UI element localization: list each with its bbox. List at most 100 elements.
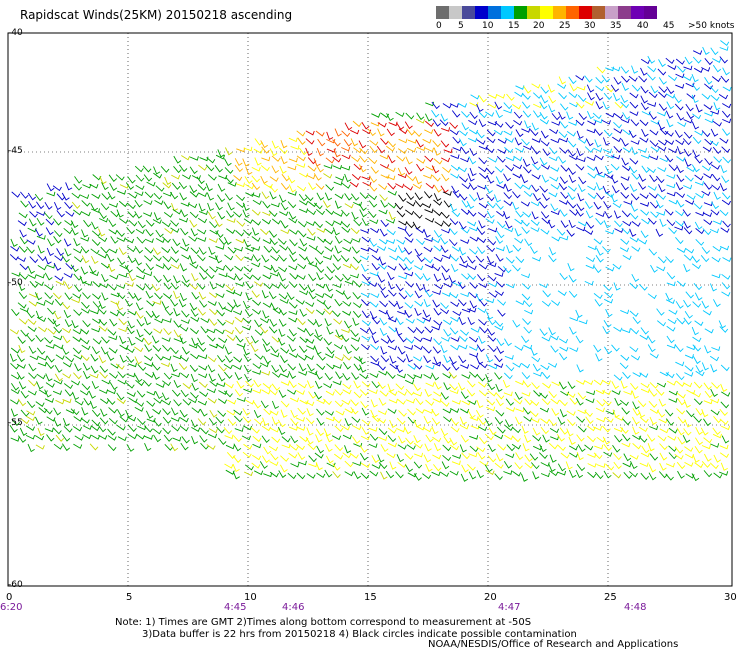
- wind-barb: [387, 289, 397, 297]
- wind-barb: [431, 174, 441, 182]
- wind-barb: [721, 146, 731, 153]
- wind-barb: [135, 184, 145, 191]
- wind-barb: [369, 311, 378, 320]
- wind-barb: [101, 336, 110, 344]
- wind-barb: [162, 255, 172, 263]
- wind-barb: [278, 266, 288, 273]
- wind-barb: [28, 372, 37, 380]
- wind-barb: [413, 373, 423, 379]
- wind-barb: [89, 183, 99, 189]
- wind-barb: [676, 247, 687, 253]
- wind-barb: [17, 302, 27, 309]
- wind-barb: [704, 118, 714, 124]
- wind-barb: [214, 255, 223, 264]
- wind-barb: [323, 308, 333, 315]
- wind-barb: [218, 364, 227, 372]
- wind-barb: [270, 345, 279, 354]
- wind-barb: [459, 444, 467, 453]
- wind-barb: [243, 443, 253, 450]
- wind-barb: [98, 434, 108, 440]
- scale-swatch-13: [605, 6, 618, 19]
- wind-barb: [397, 148, 407, 154]
- wind-barb: [109, 372, 119, 379]
- wind-barb: [540, 164, 551, 170]
- wind-barb: [316, 148, 324, 157]
- wind-barb: [334, 275, 344, 282]
- wind-barb: [279, 165, 287, 174]
- wind-barb: [380, 219, 389, 228]
- wind-barb: [704, 453, 712, 462]
- wind-barb: [649, 416, 657, 425]
- wind-barb: [234, 158, 243, 166]
- wind-barb: [233, 175, 243, 182]
- wind-barb: [26, 246, 35, 254]
- wind-barb: [190, 419, 199, 428]
- wind-barb: [565, 461, 573, 470]
- wind-barb: [431, 372, 440, 381]
- wind-barb: [470, 364, 480, 370]
- wind-barb: [369, 373, 379, 378]
- wind-barb: [223, 427, 233, 435]
- wind-barb: [324, 318, 332, 327]
- wind-barb: [559, 147, 568, 154]
- scale-swatch-3: [475, 6, 488, 19]
- wind-barb: [440, 344, 448, 354]
- wind-barb: [27, 443, 35, 453]
- wind-barb: [378, 309, 388, 315]
- wind-barb: [377, 454, 385, 463]
- wind-barb: [155, 264, 165, 269]
- wind-barb: [695, 104, 703, 113]
- wind-barb: [243, 146, 253, 152]
- wind-barb: [251, 166, 261, 172]
- wind-barb: [585, 221, 595, 229]
- wind-barb: [64, 319, 73, 328]
- wind-barb: [432, 454, 442, 460]
- wind-barb: [683, 317, 692, 325]
- wind-barb: [470, 94, 480, 100]
- wind-barb: [703, 182, 713, 190]
- wind-barb: [593, 147, 603, 153]
- credit-line: NOAA/NESDIS/Office of Research and Appli…: [428, 639, 679, 650]
- wind-barb: [89, 373, 99, 379]
- wind-barb: [217, 398, 228, 404]
- wind-barb: [448, 275, 456, 284]
- wind-barb: [406, 444, 416, 450]
- wind-barb: [641, 445, 650, 454]
- wind-barb: [64, 201, 73, 209]
- wind-barb: [539, 185, 548, 193]
- wind-barb: [665, 418, 675, 426]
- wind-barb: [380, 138, 389, 145]
- wind-barb: [684, 175, 694, 182]
- wind-barb: [206, 335, 216, 342]
- wind-barb: [650, 146, 660, 153]
- wind-barb: [243, 239, 252, 248]
- wind-barb: [695, 193, 705, 199]
- wind-barb: [215, 202, 223, 211]
- wind-barb: [197, 337, 205, 346]
- wind-barb: [647, 434, 656, 442]
- wind-barb: [359, 373, 369, 380]
- wind-barb: [341, 328, 351, 334]
- wind-barb: [620, 95, 628, 104]
- wind-barb: [596, 463, 606, 468]
- wind-barb: [115, 302, 124, 311]
- wind-barb: [116, 237, 126, 242]
- wind-barb: [486, 245, 495, 253]
- wind-barb: [701, 362, 709, 371]
- wind-barb: [432, 119, 441, 127]
- wind-barb: [173, 320, 182, 328]
- wind-barb: [665, 292, 673, 301]
- wind-barb: [548, 255, 557, 263]
- wind-barb: [358, 203, 367, 212]
- wind-barb: [488, 282, 498, 288]
- wind-barb: [459, 416, 467, 425]
- wind-barb: [161, 392, 170, 401]
- wind-barb: [55, 280, 65, 286]
- wind-barb: [398, 292, 408, 300]
- wind-barb: [305, 147, 313, 156]
- wind-barb: [567, 419, 576, 427]
- wind-barb: [478, 220, 486, 229]
- wind-barb: [709, 283, 718, 292]
- wind-barb: [180, 202, 190, 207]
- wind-barb: [90, 425, 100, 432]
